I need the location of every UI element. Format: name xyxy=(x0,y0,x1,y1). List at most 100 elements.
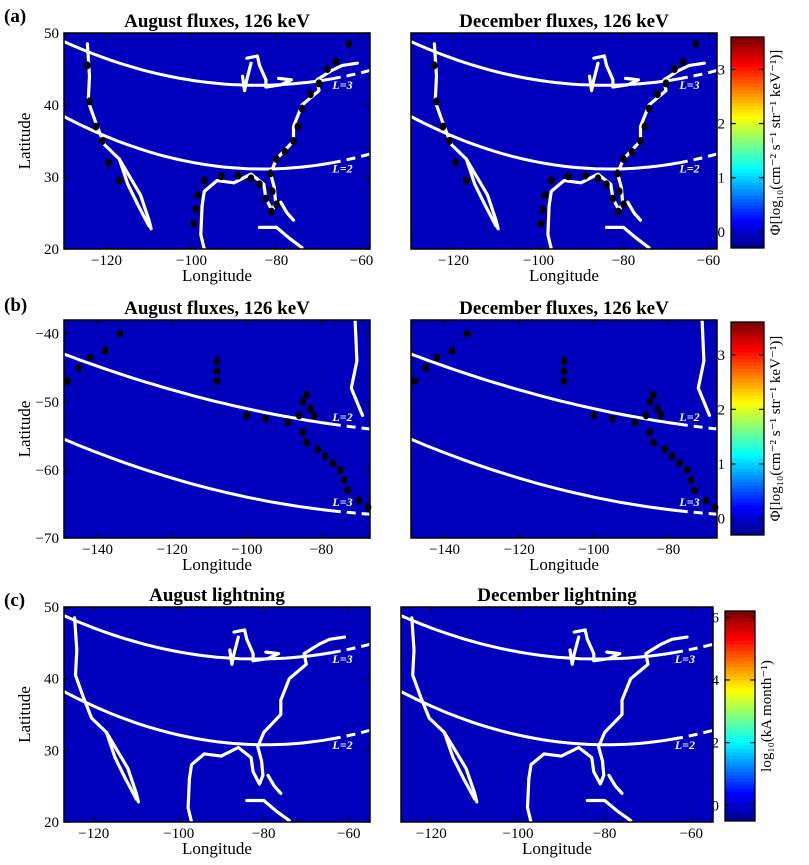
panel-title: December fluxes, 126 keV xyxy=(459,298,669,319)
marker-dot xyxy=(213,377,221,386)
marker-dot xyxy=(642,411,650,420)
marker-dot xyxy=(594,174,602,183)
marker-dot xyxy=(307,404,314,413)
panel-b-right: L=2 L=3 −140 −120 −100 −80 December fluxes, 12… xyxy=(410,298,719,574)
marker-dot xyxy=(190,219,197,228)
marker-dot xyxy=(560,367,568,376)
marker-dot xyxy=(679,57,687,66)
heatmap-background xyxy=(64,33,370,249)
marker-dot xyxy=(256,180,263,189)
l-shell-line-dashed xyxy=(678,152,718,165)
axes-frame xyxy=(410,32,718,250)
marker-dot xyxy=(654,90,661,99)
y-tick-label: −40 xyxy=(36,327,59,343)
marker-dot xyxy=(303,438,310,447)
marker-dot xyxy=(683,465,691,474)
axes-frame xyxy=(63,319,371,539)
marker-dot xyxy=(116,176,123,185)
marker-dot xyxy=(463,329,471,338)
marker-dot xyxy=(646,428,654,437)
marker-dot xyxy=(101,346,109,355)
marker-dot xyxy=(661,445,669,454)
marker-dot xyxy=(657,411,665,420)
marker-dot xyxy=(332,57,340,66)
y-tick-label: −70 xyxy=(36,531,59,547)
marker-dot xyxy=(273,200,280,209)
marker-dot xyxy=(281,147,289,156)
marker-dot xyxy=(262,414,269,423)
marker-dot xyxy=(299,397,307,406)
marker-dot xyxy=(582,171,589,180)
marker-dot xyxy=(676,459,683,468)
axes-frame xyxy=(410,319,718,539)
marker-dot xyxy=(645,104,653,113)
marker-dot xyxy=(307,90,314,99)
marker-dot xyxy=(310,411,318,420)
marker-dot xyxy=(315,79,323,88)
marker-dot xyxy=(321,452,329,461)
x-tick-label: −80 xyxy=(612,253,635,269)
marker-dot xyxy=(650,390,657,399)
marker-dots xyxy=(411,329,719,512)
marker-dot xyxy=(247,174,255,183)
marker-dot xyxy=(616,187,623,196)
panel-a-right: L=3 L=2 −120 −100 −80 −60 December fluxes, 126… xyxy=(410,11,720,285)
marker-dot xyxy=(84,61,91,70)
marker-dot xyxy=(268,207,275,216)
marker-dot xyxy=(99,137,106,145)
marker-dot xyxy=(299,428,307,437)
coastline-great-lakes xyxy=(592,54,641,89)
heatmap-background xyxy=(411,33,717,249)
coastline-gulf-mexico xyxy=(199,204,206,251)
marker-dot xyxy=(201,176,208,185)
marker-dot xyxy=(615,207,622,216)
y-axis-label: Latitude xyxy=(15,401,34,458)
l-shell-line-dashed xyxy=(331,422,371,431)
marker-dot xyxy=(273,155,280,163)
marker-dot xyxy=(668,452,676,461)
marker-dot xyxy=(565,172,572,181)
x-tick-label: −100 xyxy=(231,542,262,558)
x-axis-label: Longitude xyxy=(529,266,599,285)
marker-dots xyxy=(431,39,700,228)
x-tick-label: −60 xyxy=(350,253,373,269)
l-shell-line xyxy=(410,115,680,171)
x-tick-label: −120 xyxy=(438,253,469,269)
coastline-west xyxy=(432,42,500,231)
marker-dot xyxy=(64,377,71,386)
l-shell-line-dashed xyxy=(678,68,718,81)
marker-dot xyxy=(650,438,657,447)
panel-b-left: L=2 L=3 −140 −120 −100 −80 −70 −60 −50 −40 August … xyxy=(15,298,372,574)
marker-dot xyxy=(340,476,348,485)
coastline-west xyxy=(85,42,153,231)
l-shell-line xyxy=(410,352,680,426)
l-shell-line xyxy=(63,437,332,513)
marker-dot xyxy=(344,486,351,495)
marker-dot xyxy=(314,445,322,454)
marker-dot xyxy=(213,356,221,365)
l-shell-label: L=2 xyxy=(678,410,699,424)
marker-dot xyxy=(560,356,568,365)
marker-dot xyxy=(448,346,456,355)
marker-dot xyxy=(295,411,303,420)
marker-dot xyxy=(692,39,700,48)
marker-dot xyxy=(75,363,83,372)
l-shell-label: L=2 xyxy=(331,162,352,176)
marker-dot xyxy=(609,414,616,423)
marker-dot xyxy=(116,329,124,338)
marker-dot xyxy=(671,65,678,73)
x-tick-label: −120 xyxy=(91,253,122,269)
marker-dot xyxy=(590,411,598,420)
marker-dot xyxy=(411,377,419,386)
marker-dot xyxy=(422,363,430,372)
y-tick-label: 20 xyxy=(44,242,59,258)
marker-dots xyxy=(84,39,353,228)
x-tick-label: −100 xyxy=(523,253,554,269)
marker-dot xyxy=(637,137,644,145)
l-shell-line xyxy=(63,40,333,87)
marker-dot xyxy=(303,390,310,399)
coastline-cuba xyxy=(257,225,304,250)
marker-dot xyxy=(541,191,549,199)
l-shell-line xyxy=(63,115,333,171)
